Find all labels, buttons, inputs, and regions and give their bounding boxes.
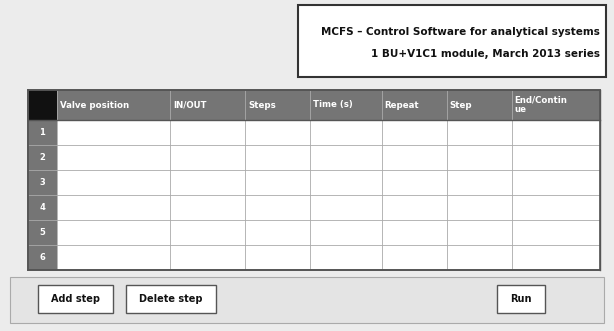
Bar (28, 245, 600, 270)
Bar (28, 195, 56, 220)
Text: 1 BU+V1C1 module, March 2013 series: 1 BU+V1C1 module, March 2013 series (371, 49, 600, 59)
Text: 5: 5 (39, 228, 45, 237)
Text: 6: 6 (39, 253, 45, 262)
Text: Time (s): Time (s) (313, 101, 353, 110)
Text: 2: 2 (39, 153, 45, 162)
Bar (28, 220, 56, 245)
Bar (28, 145, 600, 170)
Bar (10, 277, 604, 323)
Bar (126, 285, 216, 313)
Bar (28, 145, 56, 170)
Bar (28, 90, 56, 120)
Bar (28, 170, 56, 195)
Bar (28, 120, 56, 145)
Text: 4: 4 (39, 203, 45, 212)
Text: IN/OUT: IN/OUT (173, 101, 207, 110)
Text: Delete step: Delete step (139, 294, 203, 304)
Text: Add step: Add step (51, 294, 100, 304)
Text: Run: Run (510, 294, 532, 304)
Text: Repeat: Repeat (384, 101, 419, 110)
Bar (298, 5, 606, 77)
Bar (497, 285, 545, 313)
Bar (38, 285, 113, 313)
Bar (28, 90, 600, 120)
Bar (28, 120, 600, 145)
Text: Step: Step (449, 101, 472, 110)
Bar (28, 170, 600, 195)
Text: Valve position: Valve position (60, 101, 129, 110)
Bar (28, 195, 600, 220)
Bar (28, 245, 56, 270)
Text: 3: 3 (39, 178, 45, 187)
Text: End/Contin
ue: End/Contin ue (515, 96, 567, 114)
Bar (28, 90, 600, 270)
Text: 1: 1 (39, 128, 45, 137)
Text: Steps: Steps (248, 101, 276, 110)
Bar (28, 220, 600, 245)
Text: MCFS – Control Software for analytical systems: MCFS – Control Software for analytical s… (321, 27, 600, 37)
